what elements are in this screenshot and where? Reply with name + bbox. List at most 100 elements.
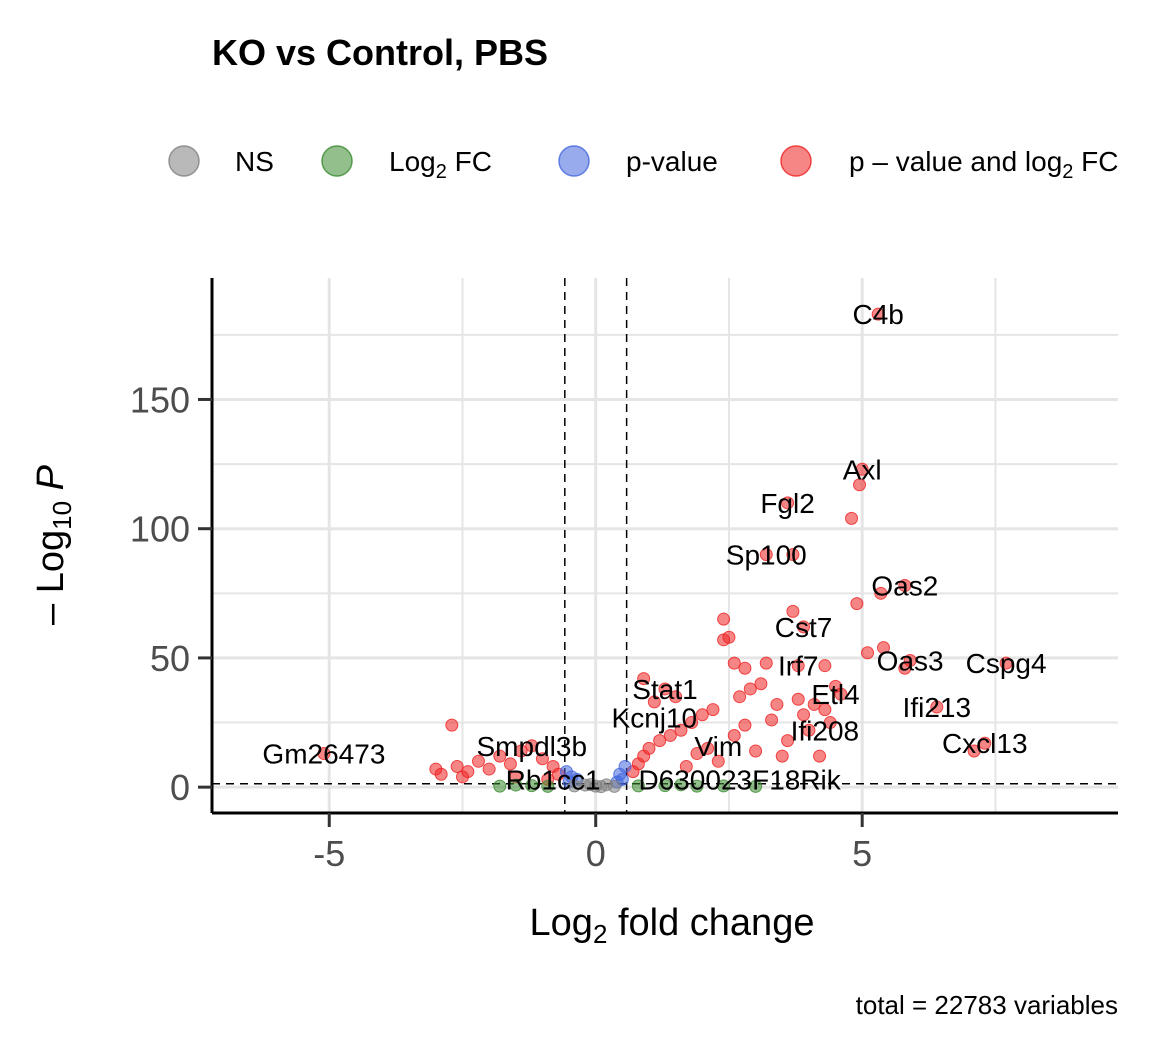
legend-label-both: p – value and log2 FC (849, 146, 1119, 183)
point-fc (717, 779, 731, 793)
point-both (503, 757, 517, 771)
point-fc (690, 779, 704, 793)
point-both (754, 677, 768, 691)
point-ns (594, 780, 608, 794)
point-both (781, 496, 795, 510)
gene-label: Axl (843, 454, 882, 485)
gene-label: Cst7 (775, 612, 833, 643)
point-both (711, 754, 725, 768)
gene-label: Irf7 (778, 651, 818, 682)
point-both (738, 661, 752, 675)
y-tick-label: 50 (150, 638, 190, 679)
point-both (759, 656, 773, 670)
point-both (706, 703, 720, 717)
point-both (482, 762, 496, 776)
point-both (855, 462, 869, 476)
gene-label: Cxcl13 (942, 728, 1028, 759)
point-both (786, 548, 800, 562)
axes (210, 278, 1118, 815)
legend-swatch-pv (558, 145, 590, 177)
y-tick-label: 150 (130, 379, 190, 420)
point-both (797, 708, 811, 722)
point-both (695, 708, 709, 722)
point-both (978, 736, 992, 750)
point-both (658, 682, 672, 696)
point-both (791, 659, 805, 673)
point-both (690, 747, 704, 761)
gene-labels: C4b Axl Fgl2 Sp100 Oas2 Cst7 Irf7 Oas3 Cspg4 Stat… (262, 299, 1046, 795)
grid (212, 278, 1118, 813)
point-both (674, 723, 688, 737)
gene-label: Smpdl3b (477, 731, 588, 762)
gene-label: C4b (852, 299, 903, 330)
point-fc (674, 778, 688, 792)
point-both (450, 759, 464, 773)
point-both (823, 716, 837, 730)
point-both (813, 749, 827, 763)
gene-label: Cspg4 (966, 648, 1047, 679)
point-both (647, 695, 661, 709)
point-both (898, 579, 912, 593)
y-axis-label: – Log10 P (30, 464, 77, 625)
x-tick-label: 5 (852, 833, 872, 874)
point-both (514, 744, 528, 758)
legend-swatch-fc (321, 145, 353, 177)
point-both (727, 728, 741, 742)
point-both (317, 747, 331, 761)
legend: NS Log2 FC p-value p – value and log2 FC (168, 145, 1119, 183)
point-fc (541, 779, 555, 793)
point-both (434, 767, 448, 781)
point-both (770, 697, 784, 711)
point-both (445, 718, 459, 732)
point-both (845, 511, 859, 525)
gene-label: Oas2 (871, 571, 938, 602)
gene-label: Vim (694, 731, 742, 762)
point-both (637, 672, 651, 686)
point-both (999, 656, 1013, 670)
point-both (765, 713, 779, 727)
point-both (653, 734, 667, 748)
point-both (738, 718, 752, 732)
point-both (743, 682, 757, 696)
gene-label: Gm26473 (262, 739, 385, 770)
point-both (727, 656, 741, 670)
point-fc (493, 779, 507, 793)
point-both (525, 739, 539, 753)
point-both (853, 478, 867, 492)
point-both (775, 749, 789, 763)
legend-label-pv: p-value (626, 146, 718, 177)
x-tick-label: 0 (586, 833, 606, 874)
point-ns (607, 779, 621, 793)
legend-label-fc: Log2 FC (389, 146, 492, 183)
gene-label: Ifi208 (791, 715, 860, 746)
point-both (679, 759, 693, 773)
point-both (535, 752, 549, 766)
point-fc (658, 779, 672, 793)
point-both (898, 661, 912, 675)
x-tick-label: -5 (313, 833, 345, 874)
x-axis-label: Log2 fold change (530, 902, 815, 949)
chart-title: KO vs Control, PBS (212, 32, 548, 73)
gene-label: Kcnj10 (612, 702, 698, 733)
point-both (802, 723, 816, 737)
gene-label: Fgl2 (760, 488, 814, 519)
gene-label: Stat1 (632, 674, 697, 705)
point-both (861, 646, 875, 660)
point-both (701, 741, 715, 755)
gene-label: Ifi213 (903, 692, 972, 723)
point-pv (618, 759, 632, 773)
point-both (471, 754, 485, 768)
point-both (818, 659, 832, 673)
point-fc (749, 779, 763, 793)
point-both (733, 690, 747, 704)
point-both (834, 687, 848, 701)
point-both (717, 633, 731, 647)
tick-labels: 0 50 100 150 -5 0 5 (130, 379, 872, 874)
point-both (807, 697, 821, 711)
point-both (850, 597, 864, 611)
legend-swatch-both (780, 145, 812, 177)
y-tick-label: 0 (170, 767, 190, 808)
gene-label: Oas3 (877, 646, 944, 677)
caption: total = 22783 variables (856, 990, 1118, 1020)
point-fc (509, 778, 523, 792)
